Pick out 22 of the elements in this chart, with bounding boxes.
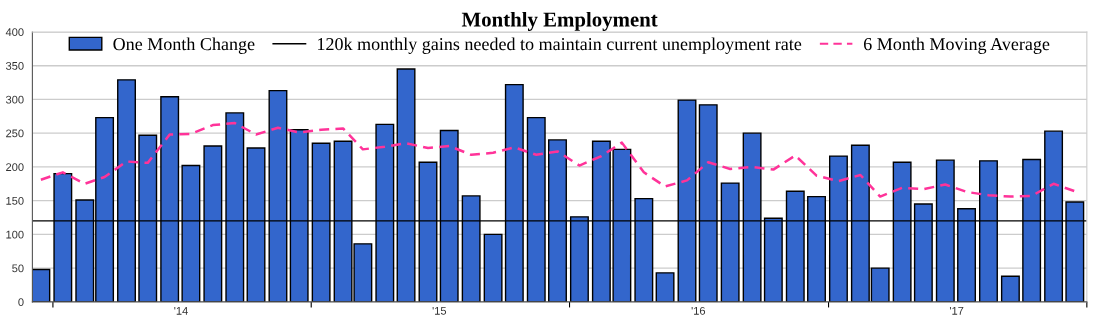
y-tick-label: 350: [5, 61, 24, 70]
y-tick-label: 400: [5, 28, 24, 37]
y-tick-label: 100: [6, 230, 24, 239]
bar: [655, 272, 675, 302]
y-tick-label: 200: [6, 163, 24, 172]
y-tick-label: 300: [5, 95, 24, 104]
bar: [32, 268, 51, 302]
x-tick-label: '15: [432, 307, 447, 315]
legend-label: 6 Month Moving Average: [863, 37, 1050, 54]
x-tick-label: '16: [691, 306, 706, 315]
x-tick-label: '14: [174, 307, 188, 315]
y-tick-label: 250: [6, 129, 24, 138]
y-tick-label: 150: [6, 196, 24, 205]
y-tick-label: 0: [18, 298, 24, 307]
bar: [483, 233, 503, 302]
x-tick-label: '17: [949, 307, 964, 315]
chart-title: Monthly Employment: [461, 11, 658, 31]
bar: [1000, 275, 1020, 302]
legend-label: 120k monthly gains needed to maintain current unemployment rate: [318, 37, 802, 54]
y-tick-label: 50: [12, 264, 24, 273]
legend-label: One Month Change: [113, 37, 255, 54]
line-series: [39, 121, 1077, 198]
